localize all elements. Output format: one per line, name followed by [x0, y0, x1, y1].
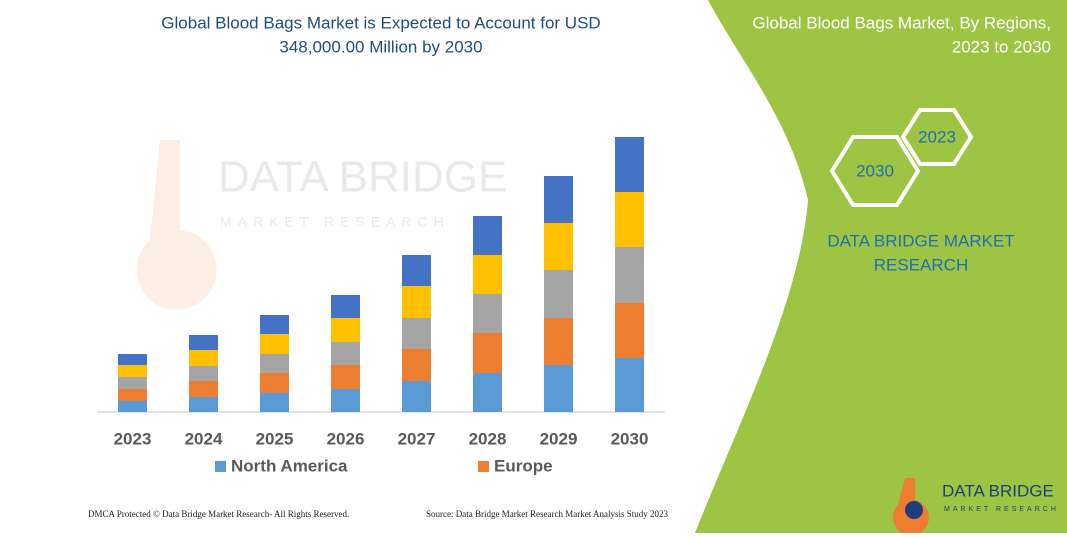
x-tick-label: 2030 — [611, 429, 649, 448]
bar-segment — [331, 365, 360, 389]
bar-segment — [544, 176, 573, 223]
bar-segment — [615, 137, 644, 192]
bar-segment — [402, 318, 431, 349]
bar-segment — [473, 294, 502, 333]
bar-segment — [260, 334, 289, 354]
bar-segment — [473, 255, 502, 294]
bar-segment — [402, 255, 431, 286]
legend-swatch — [215, 461, 226, 472]
x-tick-label: 2028 — [469, 429, 507, 448]
bar-segment — [615, 358, 644, 412]
bar-segment — [473, 373, 502, 412]
bar-segment — [473, 216, 502, 255]
bar-segment — [189, 381, 218, 397]
x-tick-label: 2027 — [398, 429, 436, 448]
bar-segment — [402, 381, 431, 412]
bar-segment — [615, 192, 644, 247]
bar-segment — [260, 354, 289, 373]
hexagon — [900, 108, 974, 166]
bar-segment — [544, 270, 573, 318]
bar-segment — [544, 365, 573, 412]
bar-segment — [544, 223, 573, 270]
bar-segment — [260, 393, 289, 412]
chart-title: Global Blood Bags Market is Expected to … — [161, 13, 600, 32]
watermark-name: DATA BRIDGE — [218, 153, 507, 202]
legend-swatch — [478, 461, 489, 472]
bar-segment — [118, 365, 147, 377]
bar-segment — [118, 401, 147, 412]
side-panel-bg — [695, 0, 1067, 533]
legend-label: Europe — [494, 456, 553, 475]
bar-segment — [260, 315, 289, 334]
logo-tagline: MARKET RESEARCH — [944, 506, 1059, 513]
x-tick-label: 2025 — [256, 429, 294, 448]
logo-name: DATA BRIDGE — [942, 481, 1054, 500]
x-tick-label: 2024 — [185, 429, 223, 448]
panel-title: Global Blood Bags Market, By Regions, — [752, 13, 1051, 32]
panel-title: 2023 to 2030 — [952, 37, 1051, 56]
bar-segment — [615, 303, 644, 358]
bar-segment — [331, 389, 360, 412]
bar-segment — [402, 286, 431, 318]
bar-segment — [331, 295, 360, 318]
panel-brand: DATA BRIDGE MARKET — [827, 231, 1014, 250]
bar-segment — [118, 389, 147, 401]
bar-segment — [260, 373, 289, 393]
hexagon-label: 2023 — [918, 127, 956, 146]
x-tick-label: 2026 — [327, 429, 365, 448]
bar-segment — [331, 318, 360, 342]
bar-segment — [189, 335, 218, 350]
bar-segment — [544, 318, 573, 365]
panel-brand: RESEARCH — [874, 255, 968, 274]
footer-right: Source: Data Bridge Market Research Mark… — [426, 509, 668, 519]
legend-label: North America — [231, 456, 348, 475]
bar-segment — [118, 354, 147, 365]
x-tick-label: 2023 — [114, 429, 152, 448]
logo-icon — [905, 501, 923, 519]
chart-title: 348,000.00 Million by 2030 — [279, 37, 482, 56]
footer-left: DMCA Protected © Data Bridge Market Rese… — [88, 509, 349, 519]
watermark: DATA BRIDGE MARKET RESEARCH — [136, 140, 507, 310]
bar-segment — [402, 349, 431, 381]
hexagon-label: 2030 — [856, 161, 894, 180]
hexagon — [829, 135, 921, 207]
bar-segment — [331, 342, 360, 365]
x-tick-label: 2029 — [540, 429, 578, 448]
bar-segment — [189, 366, 218, 381]
bar-segment — [118, 377, 147, 389]
watermark-tagline: MARKET RESEARCH — [220, 214, 450, 230]
bar-segment — [615, 247, 644, 303]
bar-segment — [189, 397, 218, 412]
bar-segment — [189, 350, 218, 366]
bar-segment — [473, 333, 502, 373]
watermark-icon — [136, 140, 217, 310]
